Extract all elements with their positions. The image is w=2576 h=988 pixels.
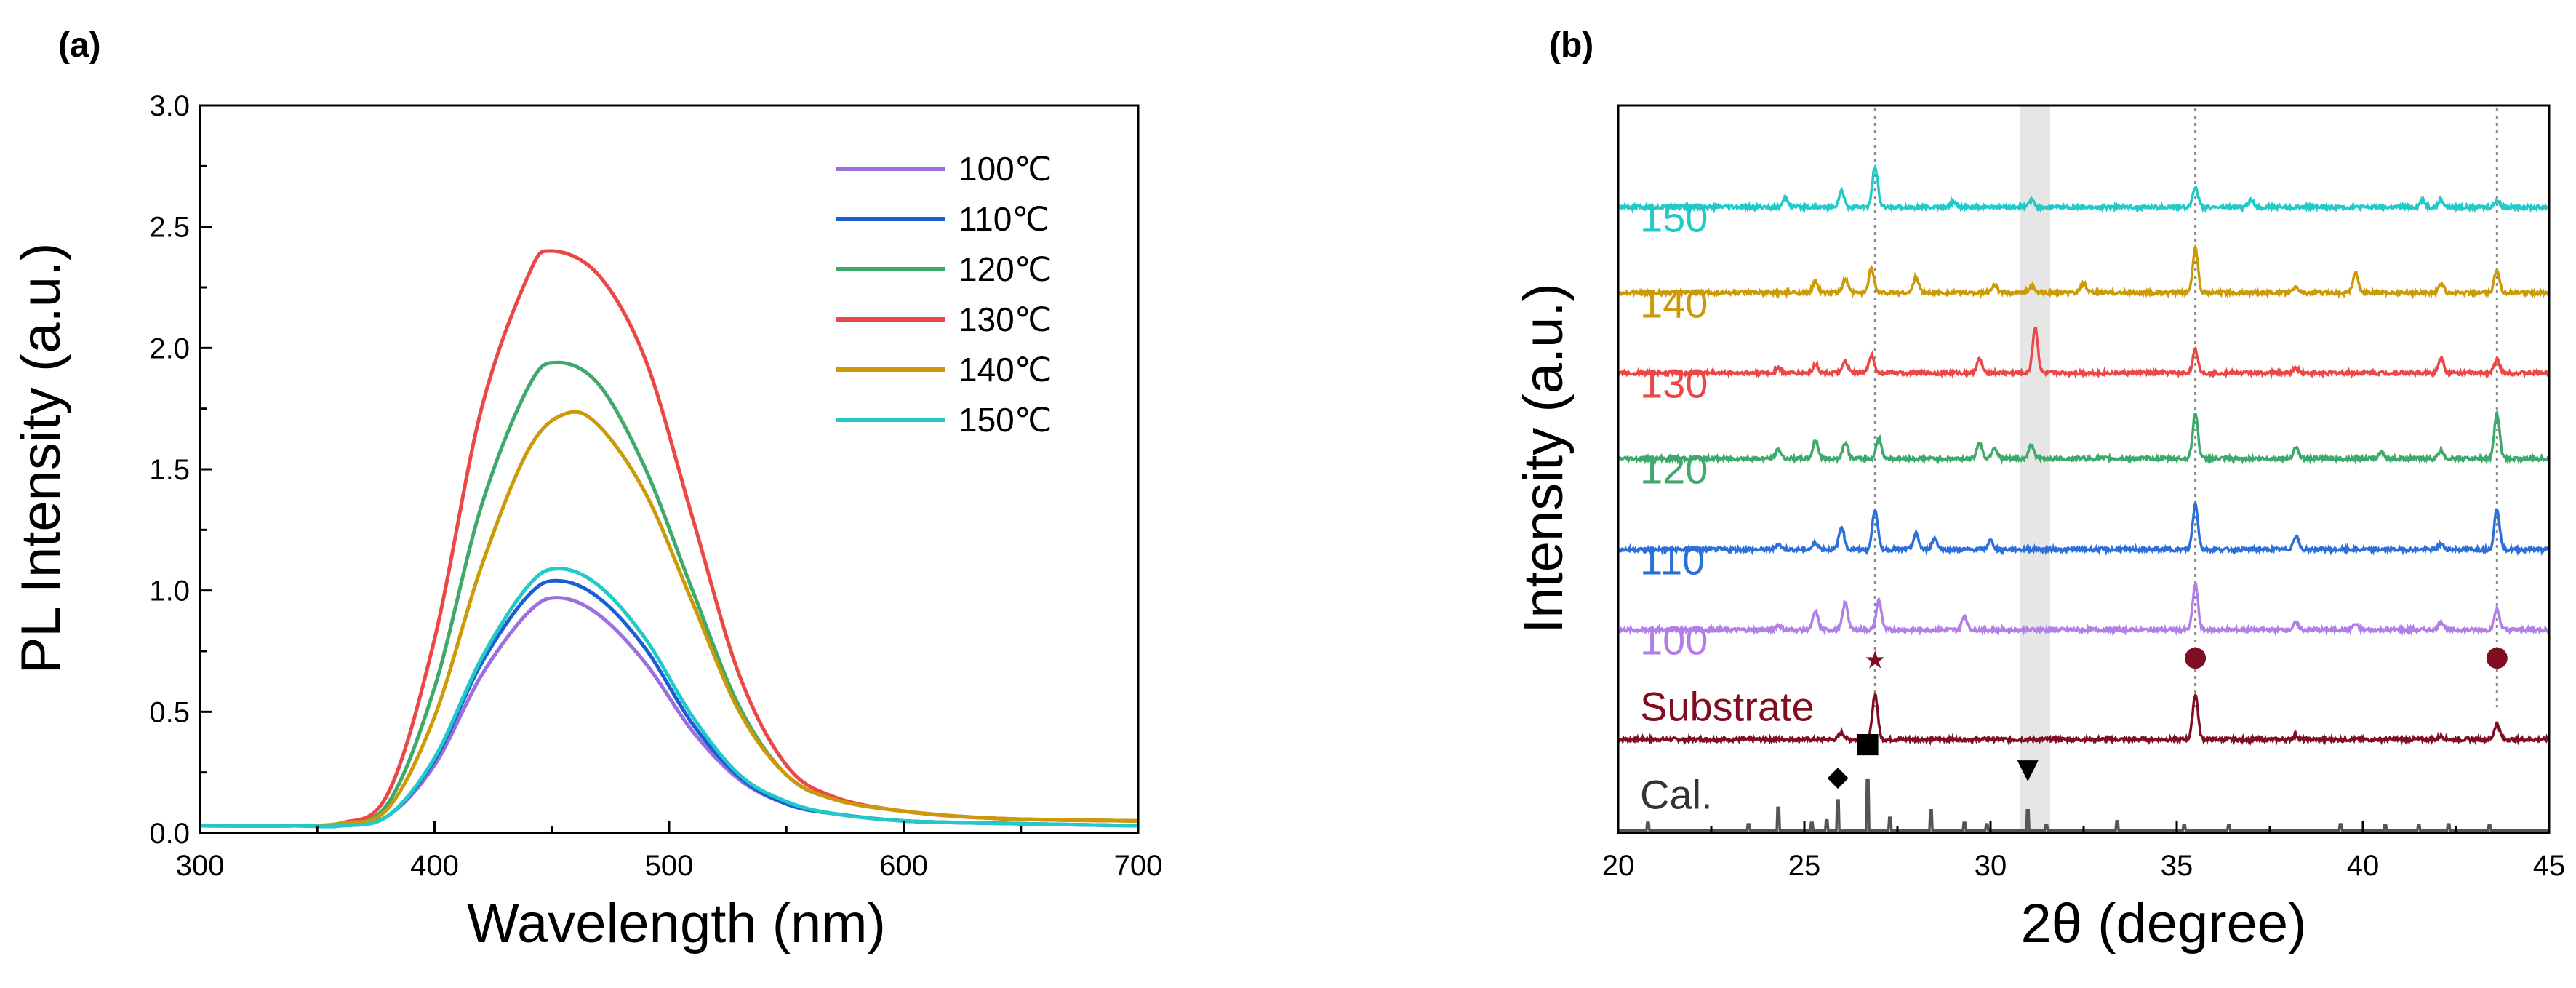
x-tick-label-b: 25 (1788, 850, 1821, 882)
series-line-a-0 (200, 596, 1139, 829)
series-line-a-5 (200, 567, 1139, 829)
y-tick-label-a: 1.0 (149, 575, 190, 607)
panel-b-label: (b) (1549, 26, 1593, 65)
x-tick-label-a: 700 (1114, 850, 1163, 882)
series-label-b: 150 (1640, 195, 1708, 241)
diamond-marker: ◆ (1827, 760, 1849, 792)
shaded-band (2020, 105, 2050, 833)
legend-label-a: 130℃ (959, 300, 1052, 338)
star-marker: ★ (1864, 645, 1886, 674)
y-axis-title-b: Intensity (a.u.) (1513, 283, 1575, 634)
panel-a-label: (a) (58, 26, 101, 65)
x-tick-label-b: 45 (2533, 850, 2566, 882)
series-label-b: 140 (1640, 280, 1708, 326)
y-tick-label-a: 3.0 (149, 90, 190, 122)
pattern-line-3 (1617, 500, 2551, 557)
plot-b: Cal. Substrate 100 110 120 130 140 150 ★ ● ● ◆■ ▼ 20 2… (1602, 104, 2566, 882)
series-label-b: Substrate (1640, 683, 1815, 729)
plot-a: 300 400 500 600 700 0.0 0.5 1.0 1.5 2.0 2.5 3.0 (149, 90, 1162, 882)
x-tick-label-a: 400 (410, 850, 459, 882)
pattern-line-7 (1617, 164, 2550, 215)
series-label-b: 100 (1640, 618, 1708, 664)
x-tick-label-a: 500 (645, 850, 694, 882)
series-line-a-4 (199, 410, 1139, 828)
x-axis-title-a: Wavelength (nm) (467, 893, 886, 955)
pattern-line-1 (1617, 692, 2550, 746)
x-tick-label-b: 35 (2161, 850, 2193, 882)
y-tick-label-a: 2.5 (149, 212, 190, 244)
series-label-b: 130 (1640, 361, 1708, 407)
y-tick-label-a: 1.5 (149, 454, 190, 486)
legend-label-a: 110℃ (959, 200, 1049, 238)
legend-label-a: 120℃ (959, 250, 1052, 288)
x-tick-label-a: 300 (176, 850, 225, 882)
circle-marker: ● (2183, 640, 2207, 672)
legend-label-a: 100℃ (959, 150, 1052, 188)
series-label-b: 110 (1640, 537, 1705, 583)
y-tick-label-a: 0.0 (149, 818, 190, 850)
circle-marker: ● (2485, 640, 2509, 672)
x-axis-title-b: 2θ (degree) (2021, 893, 2307, 955)
legend-a: 100℃ 110℃ 120℃ 130℃ 140℃ 150℃ (836, 150, 1052, 439)
series-label-b: 120 (1640, 446, 1708, 492)
series-label-b: Cal. (1640, 771, 1713, 817)
pattern-line-4 (1617, 409, 2551, 466)
x-tick-label-b: 30 (1975, 850, 2007, 882)
x-tick-label-b: 40 (2347, 850, 2380, 882)
pattern-line-2 (1617, 583, 2550, 637)
series-line-a-1 (200, 578, 1139, 829)
y-axis-title-a: PL Intensity (a.u.) (10, 243, 72, 674)
x-tick-label-b: 20 (1602, 850, 1635, 882)
pattern-line-6 (1617, 243, 2551, 300)
legend-label-a: 140℃ (959, 351, 1052, 389)
y-tick-label-a: 2.0 (149, 332, 190, 364)
square-marker: ■ (1855, 726, 1881, 758)
legend-label-a: 150℃ (959, 401, 1052, 439)
triangle-marker: ▼ (2017, 752, 2039, 784)
x-tick-label-a: 600 (879, 850, 928, 882)
y-tick-label-a: 0.5 (149, 696, 190, 728)
pattern-line-5 (1617, 326, 2551, 380)
pattern-line-0 (1618, 778, 2549, 832)
